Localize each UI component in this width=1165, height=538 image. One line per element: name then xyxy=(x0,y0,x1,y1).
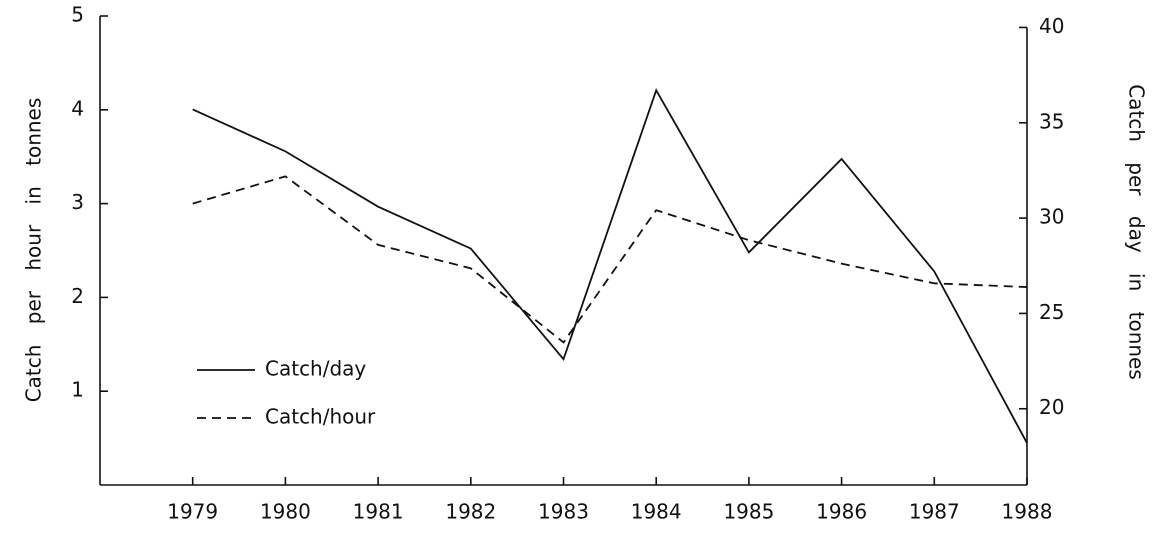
x-tick-label: 1985 xyxy=(723,500,774,524)
legend-label: Catch/hour xyxy=(265,405,376,429)
y2-tick-label: 30 xyxy=(1039,205,1064,229)
y2-tick-label: 25 xyxy=(1039,300,1064,324)
x-tick-label: 1981 xyxy=(353,500,404,524)
series-line xyxy=(192,175,1028,344)
x-tick-label: 1980 xyxy=(260,500,311,524)
x-tick-label: 1983 xyxy=(538,500,589,524)
x-tick-label: 1986 xyxy=(816,500,867,524)
y-tick-label: 5 xyxy=(71,3,84,27)
series-line xyxy=(192,88,1028,444)
y-tick-label: 1 xyxy=(71,378,84,402)
y-tick-label: 2 xyxy=(71,284,84,308)
y-tick-label: 4 xyxy=(71,96,84,120)
x-tick-label: 1982 xyxy=(445,500,496,524)
x-tick-label: 1987 xyxy=(909,500,960,524)
legend-label: Catch/day xyxy=(265,357,366,381)
y2-axis-label: Catch per day in tonnes xyxy=(1125,84,1149,380)
y-axis-label: Catch per hour in tonnes xyxy=(22,98,46,403)
x-tick-label: 1984 xyxy=(631,500,682,524)
y2-tick-label: 35 xyxy=(1039,109,1064,133)
x-tick-label: 1988 xyxy=(1002,500,1053,524)
y-tick-label: 3 xyxy=(71,190,84,214)
x-tick-label: 1979 xyxy=(167,500,218,524)
y2-tick-label: 20 xyxy=(1039,395,1064,419)
y2-tick-label: 40 xyxy=(1039,14,1064,38)
